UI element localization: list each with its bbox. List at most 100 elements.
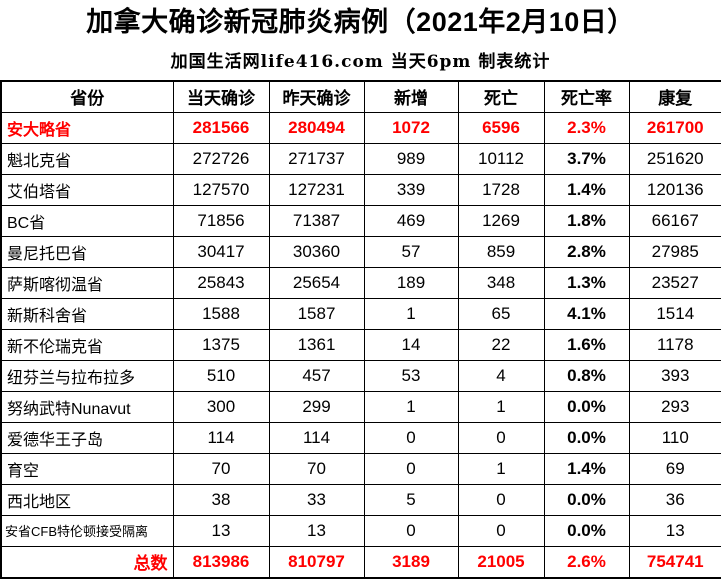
province-cell: 努纳武特Nunavut: [0, 390, 174, 423]
table-row: 魁北克省 272726 271737 989 10112 3.7% 251620: [0, 142, 721, 175]
value-cell: 0: [363, 514, 459, 547]
province-cell: 新不伦瑞克省: [0, 328, 174, 361]
value-cell: 66167: [628, 204, 721, 237]
value-cell: 1375: [172, 328, 270, 361]
page-subtitle: 加国生活网life416.com 当天6pm 制表统计: [170, 51, 551, 72]
value-cell: 6596: [457, 111, 545, 144]
province-cell: 育空: [0, 452, 174, 485]
value-cell: 127231: [268, 173, 365, 206]
value-cell: 348: [457, 266, 545, 299]
province-cell: 曼尼托巴省: [0, 235, 174, 268]
value-cell: 1178: [628, 328, 721, 361]
value-cell: 69: [628, 452, 721, 485]
value-cell: 23527: [628, 266, 721, 299]
table-row: 努纳武特Nunavut 300 299 1 1 0.0% 293: [0, 390, 721, 423]
value-cell: 36: [628, 483, 721, 516]
value-cell: 38: [172, 483, 270, 516]
value-cell: 1: [363, 390, 459, 423]
value-cell: 25843: [172, 266, 270, 299]
page-title: 加拿大确诊新冠肺炎病例（2021年2月10日）: [86, 7, 635, 37]
value-cell: 0: [457, 483, 545, 516]
value-cell: 10112: [457, 142, 545, 175]
province-cell: 西北地区: [0, 483, 174, 516]
province-cell: BC省: [0, 204, 174, 237]
value-cell: 0: [457, 514, 545, 547]
table-row: 新不伦瑞克省 1375 1361 14 22 1.6% 1178: [0, 328, 721, 361]
value-cell: 280494: [268, 111, 365, 144]
total-label-cell: 总数: [0, 545, 174, 579]
value-cell: 0.0%: [543, 421, 630, 454]
header-recovered: 康复: [628, 80, 721, 113]
value-cell: 300: [172, 390, 270, 423]
value-cell: 0: [363, 421, 459, 454]
value-cell: 754741: [628, 545, 721, 579]
table-row: 西北地区 38 33 5 0 0.0% 36: [0, 483, 721, 516]
table-row: BC省 71856 71387 469 1269 1.8% 66167: [0, 204, 721, 237]
table-row: 安大略省 281566 280494 1072 6596 2.3% 261700: [0, 111, 721, 144]
value-cell: 120136: [628, 173, 721, 206]
value-cell: 0.0%: [543, 390, 630, 423]
value-cell: 30360: [268, 235, 365, 268]
value-cell: 2.8%: [543, 235, 630, 268]
value-cell: 71387: [268, 204, 365, 237]
value-cell: 33: [268, 483, 365, 516]
value-cell: 0.8%: [543, 359, 630, 392]
value-cell: 189: [363, 266, 459, 299]
province-cell: 艾伯塔省: [0, 173, 174, 206]
value-cell: 1: [457, 390, 545, 423]
value-cell: 21005: [457, 545, 545, 579]
table-body: 安大略省 281566 280494 1072 6596 2.3% 261700 魁北克省 27…: [0, 111, 721, 579]
value-cell: 261700: [628, 111, 721, 144]
value-cell: 293: [628, 390, 721, 423]
value-cell: 53: [363, 359, 459, 392]
value-cell: 859: [457, 235, 545, 268]
table-row: 萨斯喀彻温省 25843 25654 189 348 1.3% 23527: [0, 266, 721, 299]
value-cell: 114: [172, 421, 270, 454]
value-cell: 393: [628, 359, 721, 392]
value-cell: 281566: [172, 111, 270, 144]
value-cell: 3189: [363, 545, 459, 579]
value-cell: 1072: [363, 111, 459, 144]
value-cell: 1.8%: [543, 204, 630, 237]
value-cell: 57: [363, 235, 459, 268]
value-cell: 14: [363, 328, 459, 361]
value-cell: 13: [268, 514, 365, 547]
value-cell: 127570: [172, 173, 270, 206]
header-province: 省份: [0, 80, 174, 113]
value-cell: 1: [363, 297, 459, 330]
table-row: 安省CFB特伦顿接受隔离 13 13 0 0 0.0% 13: [0, 514, 721, 547]
value-cell: 22: [457, 328, 545, 361]
value-cell: 272726: [172, 142, 270, 175]
province-cell: 新斯科舍省: [0, 297, 174, 330]
value-cell: 30417: [172, 235, 270, 268]
value-cell: 114: [268, 421, 365, 454]
value-cell: 1587: [268, 297, 365, 330]
value-cell: 13: [172, 514, 270, 547]
table-row: 艾伯塔省 127570 127231 339 1728 1.4% 120136: [0, 173, 721, 206]
value-cell: 271737: [268, 142, 365, 175]
header-deaths: 死亡: [457, 80, 545, 113]
value-cell: 0.0%: [543, 483, 630, 516]
table-row: 爱德华王子岛 114 114 0 0 0.0% 110: [0, 421, 721, 454]
value-cell: 1514: [628, 297, 721, 330]
covid-stats-table: 省份 当天确诊 昨天确诊 新增 死亡 死亡率 康复 安大略省 281566 2804…: [0, 79, 721, 579]
value-cell: 810797: [268, 545, 365, 579]
value-cell: 989: [363, 142, 459, 175]
value-cell: 1269: [457, 204, 545, 237]
table-row: 曼尼托巴省 30417 30360 57 859 2.8% 27985: [0, 235, 721, 268]
value-cell: 339: [363, 173, 459, 206]
value-cell: 0.0%: [543, 514, 630, 547]
value-cell: 1361: [268, 328, 365, 361]
value-cell: 70: [172, 452, 270, 485]
value-cell: 110: [628, 421, 721, 454]
value-cell: 71856: [172, 204, 270, 237]
value-cell: 510: [172, 359, 270, 392]
value-cell: 3.7%: [543, 142, 630, 175]
value-cell: 13: [628, 514, 721, 547]
province-cell: 安大略省: [0, 111, 174, 144]
table-header-row: 省份 当天确诊 昨天确诊 新增 死亡 死亡率 康复: [0, 80, 721, 113]
province-cell: 爱德华王子岛: [0, 421, 174, 454]
value-cell: 813986: [172, 545, 270, 579]
value-cell: 5: [363, 483, 459, 516]
province-cell: 安省CFB特伦顿接受隔离: [0, 514, 174, 547]
